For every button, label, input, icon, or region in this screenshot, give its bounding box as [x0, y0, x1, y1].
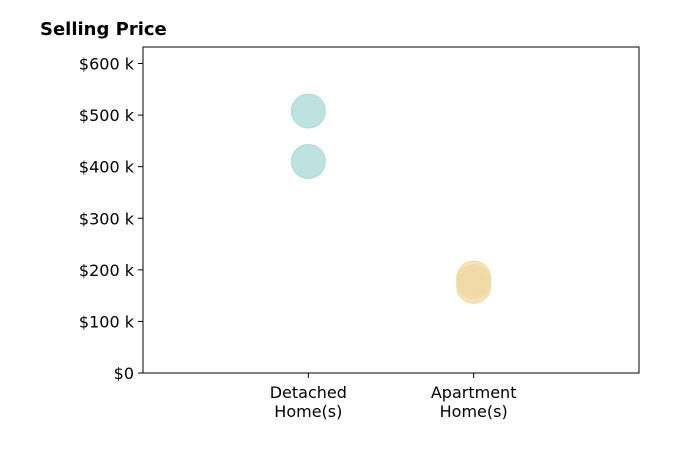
data-point — [456, 264, 492, 300]
y-tick-label: $200 k — [79, 261, 135, 280]
data-point — [290, 144, 326, 180]
y-tick-label: $100 k — [79, 312, 135, 331]
plot-area-frame — [142, 46, 640, 374]
x-tick-label: Home(s) — [440, 402, 508, 421]
x-tick-label: Home(s) — [274, 402, 342, 421]
y-axis: $0 $100 k $200 k $300 k $400 k $500 k $600 k — [79, 55, 143, 383]
x-tick-label: Apartment — [431, 383, 517, 402]
y-tick-label: $0 — [114, 364, 134, 383]
x-tick-label: Detached — [270, 383, 347, 402]
data-point — [290, 93, 326, 129]
y-tick-label: $300 k — [79, 209, 135, 228]
y-tick-label: $400 k — [79, 158, 135, 177]
y-tick-label: $600 k — [79, 55, 135, 74]
y-tick-label: $500 k — [79, 106, 135, 125]
scatter-points — [290, 93, 492, 304]
chart-title: Selling Price — [40, 19, 167, 40]
